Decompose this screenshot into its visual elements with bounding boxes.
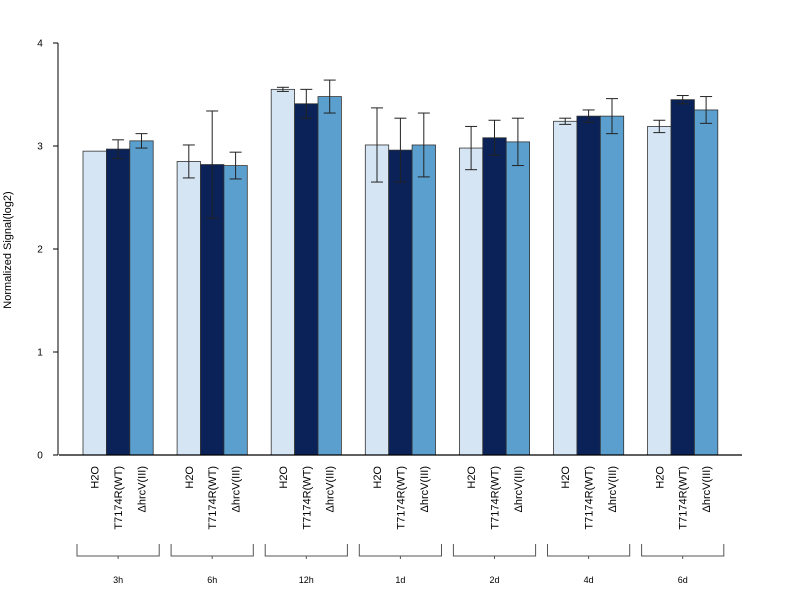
bar	[223, 165, 248, 456]
bar-label: H2O	[372, 466, 384, 489]
y-tick-label: 2	[37, 245, 43, 256]
bar-label: H2O	[560, 466, 572, 489]
group-label: 3h	[113, 575, 123, 585]
group-label: 4d	[584, 575, 594, 585]
y-tick-label: 0	[37, 451, 43, 462]
bar	[411, 144, 436, 456]
bar	[458, 147, 484, 456]
bar-label: H2O	[654, 466, 666, 489]
bar-label: ΔhrcV(III)	[137, 466, 149, 512]
bar	[482, 137, 507, 456]
bar-label: ΔhrcV(III)	[325, 466, 337, 512]
bar	[176, 161, 201, 456]
group-label: 1d	[395, 575, 405, 585]
bar-label: T7174R(WT)	[678, 466, 690, 530]
bar-label: ΔhrcV(III)	[419, 466, 431, 512]
bar	[553, 120, 578, 456]
bar-label: T7174R(WT)	[113, 466, 125, 530]
bar	[294, 103, 319, 456]
group-bracket	[641, 544, 725, 557]
y-tick-label: 3	[37, 142, 43, 153]
bar-label: H2O	[278, 466, 290, 489]
y-tick-label: 4	[37, 39, 43, 50]
group-bracket	[264, 544, 348, 557]
bar-label: T7174R(WT)	[584, 466, 596, 530]
bar	[129, 140, 154, 456]
group-bracket	[358, 544, 442, 557]
bar	[694, 109, 719, 456]
bar	[364, 144, 390, 456]
bar-label: T7174R(WT)	[207, 466, 219, 530]
group-bracket	[452, 544, 537, 557]
bar	[505, 141, 531, 456]
bar-label: ΔhrcV(III)	[513, 466, 525, 512]
bar	[82, 150, 107, 456]
bar-label: ΔhrcV(III)	[607, 466, 619, 512]
bar-label: H2O	[90, 466, 102, 489]
bar-label: T7174R(WT)	[301, 466, 313, 530]
bar	[670, 99, 695, 456]
plot-area: 0 1 2 3 4 H2O T7174R(WT) ΔhrcV(III) 3h H2O T7174R(…	[37, 39, 742, 585]
y-axis-title: Normalized Signal(log2)	[2, 191, 14, 308]
bar-label: H2O	[184, 466, 196, 489]
group-bracket	[76, 544, 160, 557]
bar	[270, 88, 296, 456]
group-label: 12h	[299, 575, 314, 585]
bar-label: ΔhrcV(III)	[231, 466, 243, 512]
bar	[388, 149, 413, 456]
bar	[317, 96, 342, 456]
group-label: 6h	[207, 575, 217, 585]
group-bracket	[170, 544, 254, 557]
group-label: 6d	[678, 575, 688, 585]
group-bracket	[547, 544, 631, 557]
bar-label: T7174R(WT)	[490, 466, 502, 530]
bar	[599, 115, 625, 456]
bar-label: T7174R(WT)	[395, 466, 407, 530]
bar	[647, 126, 672, 456]
bar	[576, 115, 601, 456]
bar-label: H2O	[466, 466, 478, 489]
bar-label: ΔhrcV(III)	[701, 466, 713, 512]
group-label: 2d	[489, 575, 499, 585]
bar	[106, 148, 131, 456]
y-tick-label: 1	[37, 348, 43, 359]
